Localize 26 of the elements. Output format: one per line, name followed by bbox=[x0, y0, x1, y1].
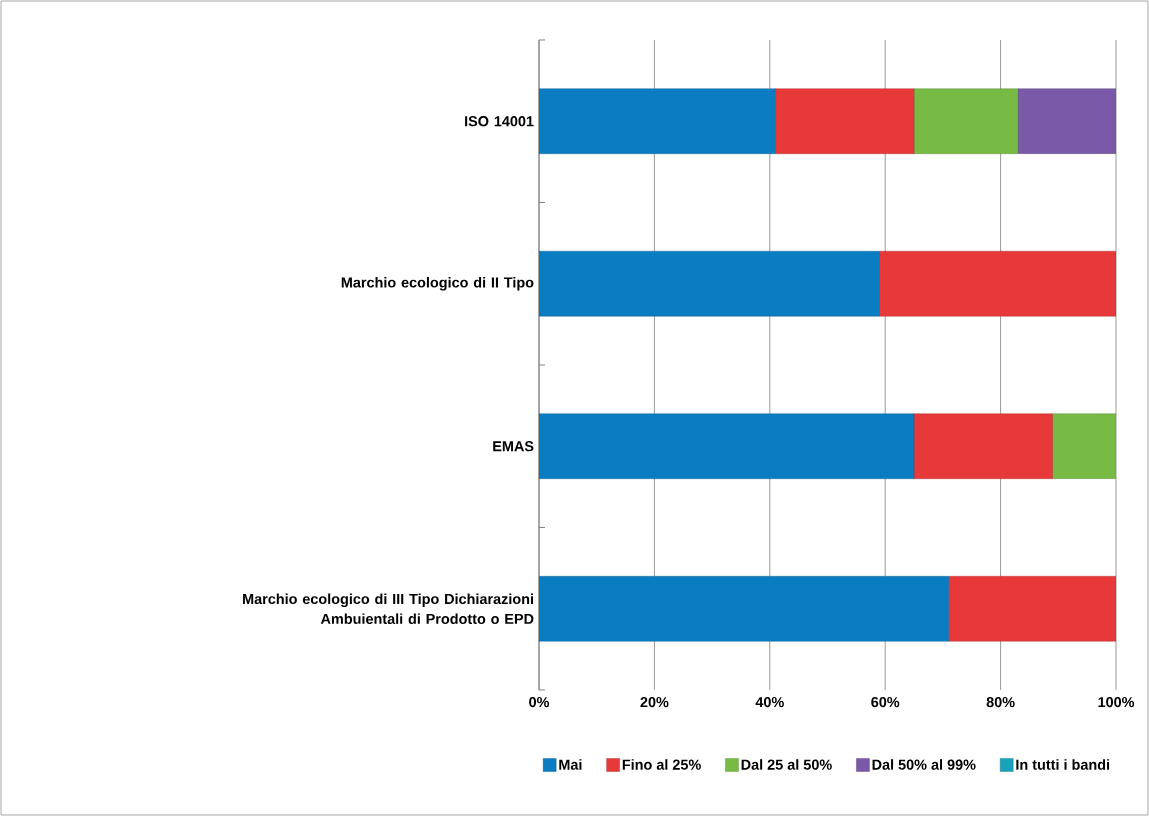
x-tick-label: 0% bbox=[529, 696, 550, 708]
bar bbox=[1052, 413, 1117, 479]
bar bbox=[539, 413, 915, 479]
y-tick-label: EMAS bbox=[493, 441, 534, 452]
y-tick-label: Marchio ecologico di II Tipo bbox=[341, 276, 534, 291]
legend-label: Fino al 25% bbox=[622, 759, 701, 770]
x-tick-label: 100% bbox=[1098, 696, 1135, 708]
bar bbox=[539, 88, 776, 154]
bar bbox=[1017, 88, 1117, 154]
y-tick-label: Marchio ecologico di III Tipo Dichiarazioni Ambuientali di Prodotto o EPD bbox=[243, 593, 534, 624]
x-tick-label: 60% bbox=[871, 696, 900, 708]
legend-label: Dal 25 al 50% bbox=[741, 759, 832, 770]
x-tick-label: 20% bbox=[640, 696, 669, 708]
bar bbox=[913, 88, 1019, 154]
legend-label: Mai bbox=[559, 759, 582, 770]
x-tick-label: 80% bbox=[986, 696, 1015, 708]
bar bbox=[775, 88, 915, 154]
bar bbox=[913, 413, 1053, 479]
bar bbox=[539, 251, 880, 317]
legend-label: Dal 50% al 99% bbox=[872, 759, 976, 770]
bar bbox=[948, 576, 1117, 642]
bar bbox=[879, 251, 1117, 317]
y-tick-label: ISO 14001 bbox=[465, 116, 534, 127]
x-tick-label: 40% bbox=[755, 696, 784, 708]
legend-label: In tutti i bandi bbox=[1016, 759, 1110, 770]
bar bbox=[539, 576, 949, 642]
